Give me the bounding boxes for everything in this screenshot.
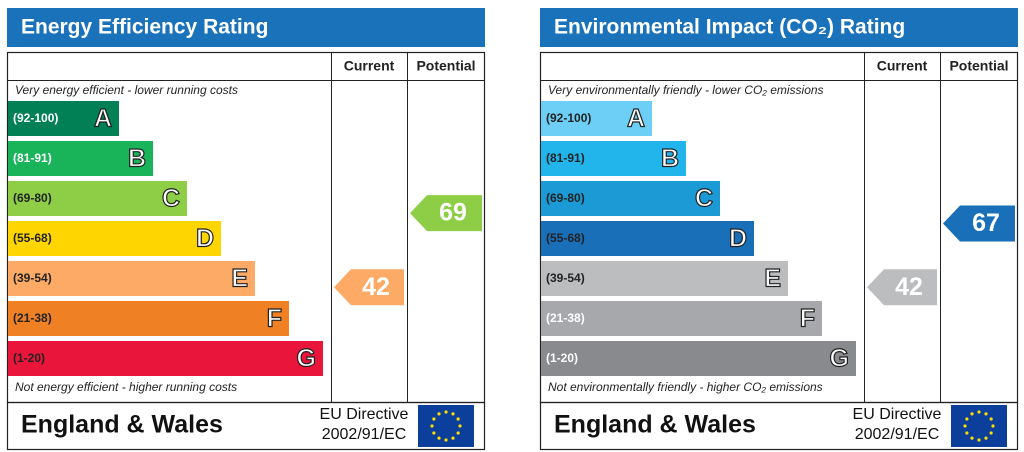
directive: 2002/91/EC bbox=[322, 426, 407, 443]
column-header: Current bbox=[344, 58, 395, 74]
eu-star bbox=[991, 424, 995, 428]
band bbox=[8, 261, 255, 296]
directive: EU Directive bbox=[853, 406, 942, 423]
eu-star bbox=[430, 424, 434, 428]
band-letter: F bbox=[267, 305, 282, 333]
eu-star bbox=[965, 417, 969, 421]
band-letter: A bbox=[627, 105, 645, 133]
band bbox=[541, 101, 652, 136]
band-range: (69-80) bbox=[546, 191, 585, 205]
rating-arrow bbox=[334, 269, 404, 306]
chart-title: Environmental Impact (CO₂) Rating bbox=[554, 16, 905, 39]
eu-star bbox=[984, 436, 988, 440]
top-note: Very environmentally friendly - lower CO… bbox=[548, 83, 824, 97]
band bbox=[541, 261, 788, 296]
band-range: (92-100) bbox=[13, 111, 58, 125]
rating-value: 42 bbox=[362, 273, 390, 301]
band-range: (81-91) bbox=[13, 151, 52, 165]
band-range: (69-80) bbox=[13, 191, 52, 205]
eu-star bbox=[456, 431, 460, 435]
rating-value: 67 bbox=[972, 209, 1000, 237]
rating-value: 69 bbox=[439, 199, 467, 227]
band-letter: F bbox=[800, 305, 815, 333]
eu-star bbox=[456, 417, 460, 421]
band bbox=[541, 301, 822, 336]
band bbox=[8, 141, 153, 176]
band-range: (55-68) bbox=[13, 231, 52, 245]
eu-star bbox=[977, 410, 981, 414]
title-bar bbox=[7, 8, 485, 47]
rating-arrow bbox=[943, 205, 1015, 242]
eu-star bbox=[451, 412, 455, 416]
band-letter: A bbox=[94, 105, 112, 133]
eu-star bbox=[963, 424, 967, 428]
band-range: (1-20) bbox=[546, 351, 578, 365]
region: England & Wales bbox=[21, 411, 223, 439]
band-range: (1-20) bbox=[13, 351, 45, 365]
band bbox=[541, 141, 686, 176]
band-range: (92-100) bbox=[546, 111, 591, 125]
band-range: (21-38) bbox=[13, 311, 52, 325]
band-range: (81-91) bbox=[546, 151, 585, 165]
region: England & Wales bbox=[554, 411, 756, 439]
bottom-note: Not energy efficient - higher running co… bbox=[15, 380, 237, 394]
band-letter: E bbox=[764, 265, 781, 293]
band-letter: C bbox=[695, 185, 713, 213]
band-range: (39-54) bbox=[13, 271, 52, 285]
band-letter: C bbox=[162, 185, 180, 213]
eu-star bbox=[432, 417, 436, 421]
top-note: Very energy efficient - lower running co… bbox=[15, 83, 238, 97]
footer-frame bbox=[6, 401, 486, 451]
band bbox=[8, 181, 187, 216]
column-header: Potential bbox=[416, 58, 475, 74]
band-letter: G bbox=[297, 345, 316, 373]
eu-star bbox=[977, 438, 981, 442]
eu-star bbox=[432, 431, 436, 435]
band-letter: B bbox=[661, 145, 679, 173]
eu-star bbox=[437, 412, 441, 416]
band-letter: D bbox=[196, 225, 214, 253]
eu-star bbox=[444, 438, 448, 442]
band bbox=[541, 221, 754, 256]
column-header: Potential bbox=[949, 58, 1008, 74]
eu-star bbox=[444, 410, 448, 414]
rating-value: 42 bbox=[895, 273, 923, 301]
eu-star bbox=[970, 412, 974, 416]
band bbox=[541, 181, 720, 216]
rating-arrow bbox=[867, 269, 937, 306]
rating-arrow bbox=[410, 195, 482, 232]
eu-star bbox=[458, 424, 462, 428]
eu-star bbox=[984, 412, 988, 416]
band-letter: E bbox=[231, 265, 248, 293]
eu-star bbox=[451, 436, 455, 440]
band-range: (21-38) bbox=[546, 311, 585, 325]
title-bar bbox=[540, 8, 1018, 47]
band bbox=[541, 341, 856, 376]
eu-star bbox=[965, 431, 969, 435]
band bbox=[8, 221, 221, 256]
bottom-note: Not environmentally friendly - higher CO… bbox=[548, 380, 823, 394]
band bbox=[8, 341, 323, 376]
band bbox=[8, 301, 289, 336]
directive: 2002/91/EC bbox=[855, 426, 940, 443]
directive: EU Directive bbox=[320, 406, 409, 423]
chart-title: Energy Efficiency Rating bbox=[21, 16, 268, 39]
footer-frame bbox=[539, 401, 1019, 451]
band-letter: D bbox=[729, 225, 747, 253]
eu-star bbox=[989, 417, 993, 421]
eu-star bbox=[989, 431, 993, 435]
band-letter: B bbox=[128, 145, 146, 173]
column-header: Current bbox=[877, 58, 928, 74]
band bbox=[8, 101, 119, 136]
eu-star bbox=[437, 436, 441, 440]
band-range: (55-68) bbox=[546, 231, 585, 245]
band-letter: G bbox=[830, 345, 849, 373]
band-range: (39-54) bbox=[546, 271, 585, 285]
eu-star bbox=[970, 436, 974, 440]
